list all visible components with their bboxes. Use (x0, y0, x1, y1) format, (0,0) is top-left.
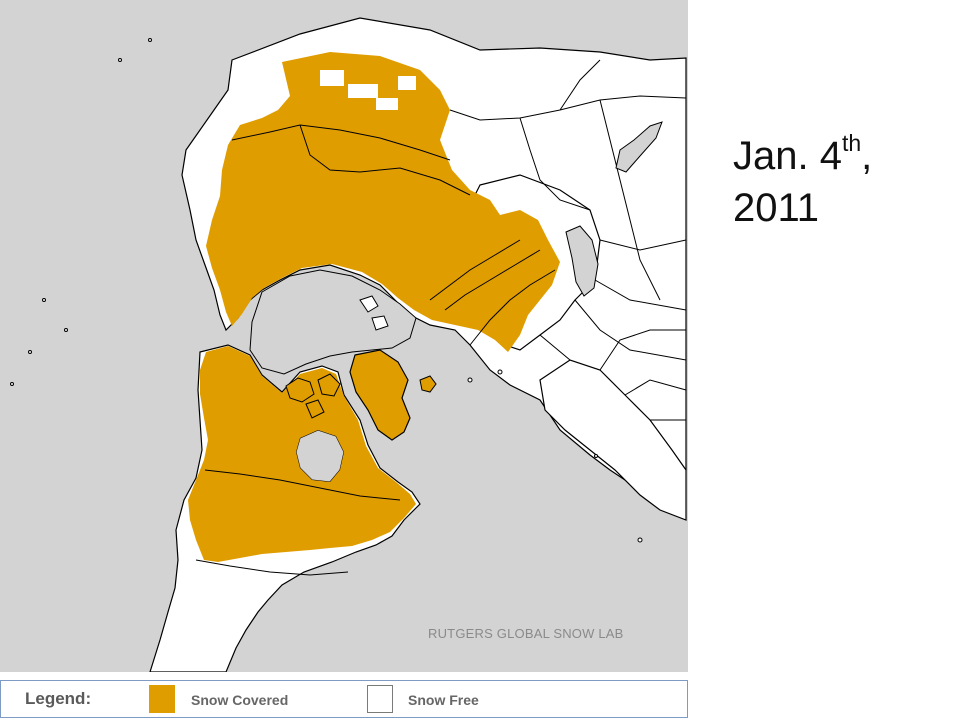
eurasia-snow-cover (206, 52, 560, 352)
date-label: Jan. 4th, 2011 (733, 130, 872, 234)
arctic-islands (285, 373, 341, 419)
date-year: 2011 (733, 186, 820, 230)
north-america-snow-cover (188, 346, 416, 562)
snow-covered-swatch (149, 685, 175, 713)
date-comma: , (861, 134, 873, 178)
middle-east-landmass (539, 359, 687, 521)
snow-covered-label: Snow Covered (191, 692, 289, 708)
country-borders (195, 59, 687, 576)
caspian-sea (565, 225, 599, 297)
snow-free-patch (398, 76, 416, 90)
polar-map-graphic (10, 17, 687, 672)
arctic-ocean (249, 269, 417, 375)
snow-free-patch (348, 84, 378, 98)
iceland (419, 375, 437, 393)
lake-baikal (615, 121, 663, 173)
date-month-day: Jan. 4 (733, 134, 842, 178)
legend-bar: Legend: Snow Covered Snow Free (0, 680, 688, 718)
date-suffix: th (841, 130, 862, 156)
snow-free-patch (320, 70, 344, 86)
legend-title: Legend: (25, 689, 92, 708)
snow-free-patch (376, 98, 398, 110)
snow-free-label: Snow Free (408, 692, 479, 708)
greenland-landmass (349, 349, 411, 441)
franz-josef-land (371, 315, 389, 331)
small-islands (10, 38, 643, 543)
snow-free-swatch (367, 685, 393, 713)
map-credit: RUTGERS GLOBAL SNOW LAB (428, 626, 624, 641)
svalbard (359, 295, 379, 313)
snow-cover-map: RUTGERS GLOBAL SNOW LAB (0, 0, 688, 672)
